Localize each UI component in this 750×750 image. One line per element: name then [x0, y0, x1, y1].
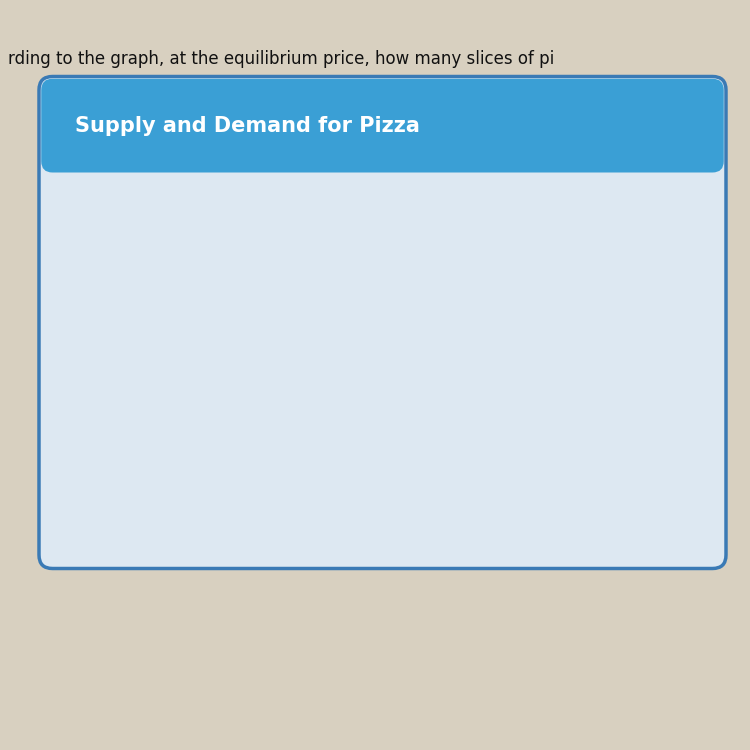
X-axis label: Slices of pizza per day: Slices of pizza per day	[314, 553, 504, 568]
Y-axis label: Price per slice: Price per slice	[88, 284, 104, 406]
Text: Supply: Supply	[316, 476, 375, 491]
Text: rding to the graph, at the equilibrium price, how many slices of pi: rding to the graph, at the equilibrium p…	[8, 50, 554, 68]
Text: Supply and Demand for Pizza: Supply and Demand for Pizza	[75, 116, 420, 136]
Text: Demand: Demand	[343, 259, 414, 274]
Text: 0: 0	[137, 520, 146, 535]
